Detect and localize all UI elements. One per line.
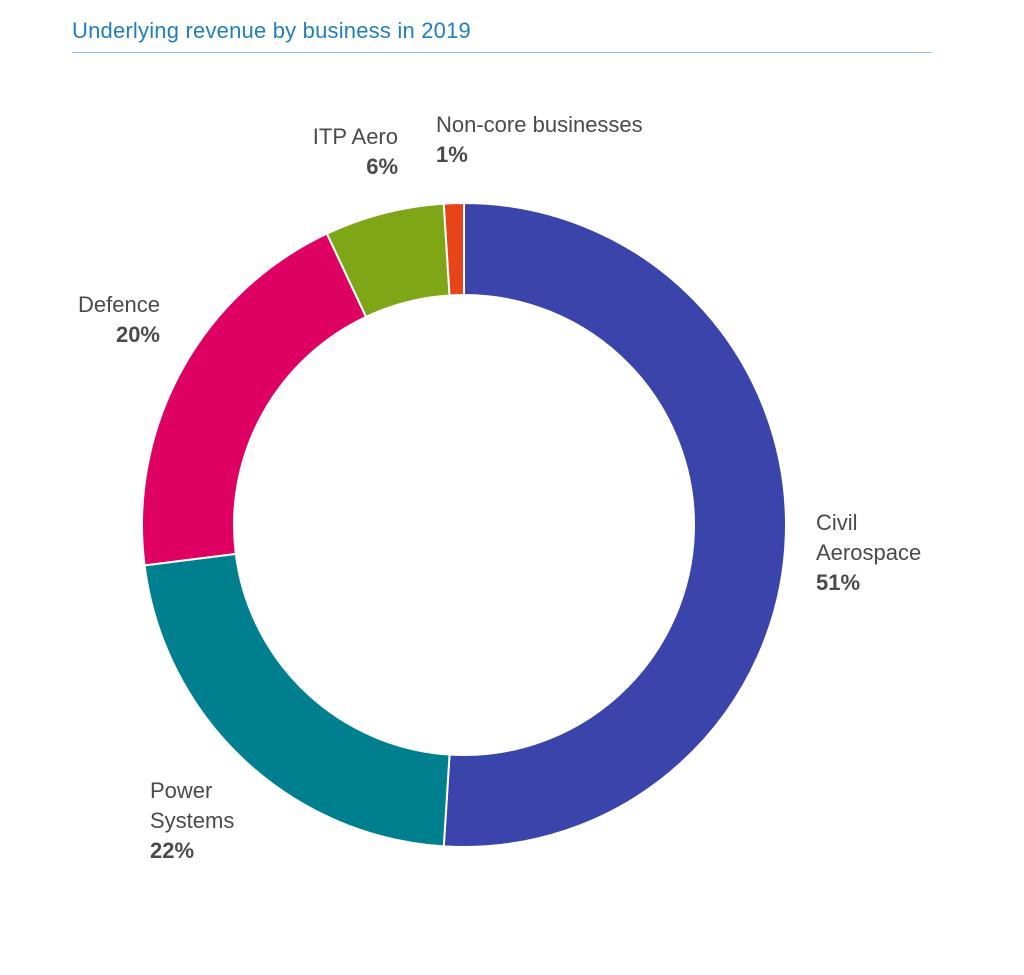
label-non-core-businesses: Non-core businesses 1% [436, 110, 643, 170]
label-non-core-businesses-value: 1% [436, 142, 468, 167]
label-defence-line1: Defence [78, 292, 160, 317]
label-itp-aero-value: 6% [366, 154, 398, 179]
label-non-core-businesses-line1: Non-core businesses [436, 112, 643, 137]
label-civil-aerospace-line2: Aerospace [816, 540, 922, 565]
label-power-systems: Power Systems 22% [150, 776, 234, 866]
label-power-systems-value: 22% [150, 838, 195, 863]
label-power-systems-line2: Systems [150, 808, 235, 833]
label-itp-aero: ITP Aero 6% [260, 122, 398, 182]
chart-title: Underlying revenue by business in 2019 [72, 18, 471, 43]
slice-defence [141, 232, 368, 567]
label-defence-value: 20% [115, 322, 160, 347]
label-civil-aerospace-line1: Civil [816, 510, 858, 535]
label-power-systems-line1: Power [150, 778, 213, 803]
label-civil-aerospace: Civil Aerospace 51% [816, 508, 921, 598]
label-itp-aero-line1: ITP Aero [312, 124, 398, 149]
donut-slices [141, 201, 787, 848]
slice-civil-aerospace [442, 201, 787, 848]
slice-non-core-businesses [442, 201, 465, 297]
label-civil-aerospace-value: 51% [816, 570, 861, 595]
label-defence: Defence 20% [40, 290, 160, 350]
title-rule [72, 52, 932, 53]
